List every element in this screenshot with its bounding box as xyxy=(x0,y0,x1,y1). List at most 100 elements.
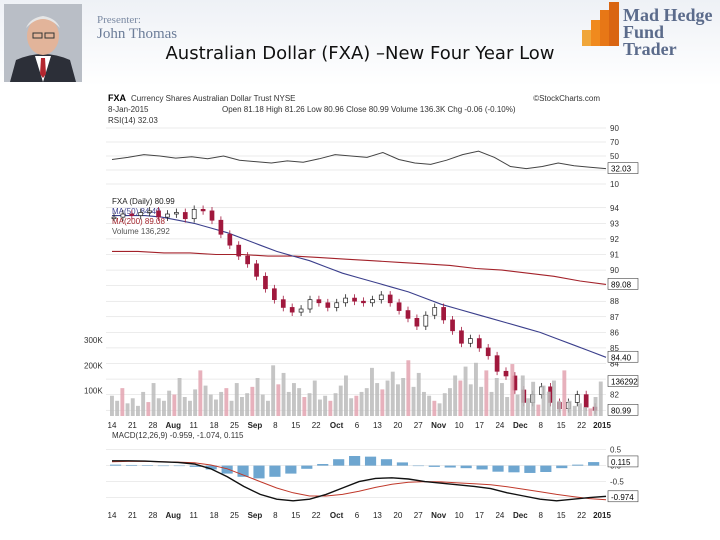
volume-bar xyxy=(453,375,458,416)
x-axis-label: 8 xyxy=(539,421,544,430)
volume-bar xyxy=(505,397,510,416)
chart-background xyxy=(106,88,636,524)
volume-bar xyxy=(224,388,229,416)
rsi-tick-label: 10 xyxy=(610,180,619,189)
macd-tag-line-box xyxy=(607,490,639,503)
macd-histogram-bar xyxy=(476,465,488,470)
presenter-name: John Thomas xyxy=(97,26,178,42)
price-candle xyxy=(298,308,304,313)
x-axis-label: 21 xyxy=(128,421,137,430)
volume-bar xyxy=(214,399,218,416)
macd-x-axis-label: 22 xyxy=(577,511,586,520)
chart-date: 8-Jan-2015 xyxy=(108,105,149,114)
macd-histogram-bar xyxy=(125,464,138,466)
price-candle xyxy=(209,210,215,221)
price-tick-label: 87 xyxy=(610,313,619,322)
volume-bar xyxy=(583,407,588,416)
brand-name: Mad Hedge Fund Trader xyxy=(623,6,720,58)
volume-bar xyxy=(338,385,343,416)
volume-last-tag-box xyxy=(607,375,639,387)
volume-bar xyxy=(494,378,499,416)
price-candle xyxy=(405,310,411,319)
volume-bar xyxy=(198,370,203,416)
volume-bar xyxy=(552,380,556,416)
macd-histogram-bar xyxy=(540,465,552,472)
x-axis-label: 13 xyxy=(373,421,382,430)
volume-bar xyxy=(541,385,546,416)
price-candle xyxy=(361,300,366,304)
macd-x-axis-label: 22 xyxy=(312,511,321,520)
macd-x-axis-label: 11 xyxy=(190,511,199,520)
volume-panel: 300K 200K 100K 136292 14 21 28 Aug 11 18 25 Sep 8 15 2… xyxy=(84,336,639,430)
chart-header-left: Currency Shares Australian Dollar Trust … xyxy=(131,94,296,103)
x-axis-label: 15 xyxy=(291,421,300,430)
slide-title: Australian Dollar (FXA) –New Four Year L… xyxy=(165,43,555,64)
price-candle xyxy=(138,212,144,216)
macd-histogram-bar xyxy=(301,465,313,469)
rsi-tick-label: 90 xyxy=(610,124,619,133)
volume-bar xyxy=(380,389,385,416)
macd-histogram-bar xyxy=(269,465,281,477)
volume-bar xyxy=(182,397,187,416)
macd-histogram-bar xyxy=(572,464,584,466)
volume-bar xyxy=(385,380,390,416)
macd-x-axis-label: 18 xyxy=(210,511,219,520)
volume-bar xyxy=(188,400,192,416)
x-axis-label: 22 xyxy=(577,421,586,430)
volume-bar xyxy=(557,400,562,416)
chart-area: FXA Currency Shares Australian Dollar Tr… xyxy=(82,88,718,524)
legend-price: FXA (Daily) 80.99 xyxy=(112,197,175,206)
volume-bar xyxy=(442,393,447,416)
volume-bar xyxy=(110,395,114,416)
macd-histogram-bar xyxy=(189,465,201,467)
volume-bar xyxy=(208,394,213,416)
x-axis-label: Oct xyxy=(330,421,344,430)
price-candle xyxy=(396,302,402,311)
volume-bar xyxy=(468,384,473,416)
legend-volume: Volume 136,292 xyxy=(112,227,170,236)
macd-x-axis-label: Oct xyxy=(330,511,344,520)
price-candle xyxy=(111,216,117,219)
macd-histogram-bar xyxy=(333,459,345,466)
volume-bar xyxy=(567,400,572,416)
x-axis-label: 22 xyxy=(312,421,321,430)
volume-bar xyxy=(370,367,374,416)
x-axis-label: 25 xyxy=(230,421,239,430)
price-candle xyxy=(280,299,286,308)
price-candle xyxy=(325,302,331,308)
x-axis-label: 24 xyxy=(495,421,504,430)
rsi-last-tag: 32.03 xyxy=(611,165,632,174)
volume-bar xyxy=(266,400,270,416)
macd-x-axis-label: 21 xyxy=(128,511,137,520)
volume-bar xyxy=(162,400,166,416)
macd-x-axis-label: 28 xyxy=(148,511,157,520)
macd-histogram-bar xyxy=(460,465,472,469)
volume-bar xyxy=(177,378,182,416)
price-candle xyxy=(476,338,482,349)
ma200-line xyxy=(112,250,607,285)
price-candle xyxy=(334,302,340,308)
volume-bar xyxy=(333,393,338,416)
brand-logo-icon xyxy=(582,2,619,46)
chart-ticker: FXA xyxy=(108,93,127,103)
macd-x-axis-label: 14 xyxy=(108,511,117,520)
volume-bar xyxy=(432,400,437,416)
volume-bar xyxy=(401,378,406,416)
price-candle xyxy=(370,299,375,304)
macd-x-axis-label: 24 xyxy=(495,511,504,520)
price-candle xyxy=(227,233,233,246)
volume-bar xyxy=(203,385,208,416)
macd-line xyxy=(112,460,607,502)
volume-bar xyxy=(219,391,224,416)
volume-bar xyxy=(416,372,421,416)
volume-bar xyxy=(458,380,463,416)
price-candle xyxy=(156,210,161,218)
volume-bar xyxy=(375,383,380,416)
macd-signal-line xyxy=(111,460,607,501)
volume-tick-label: 100K xyxy=(84,387,103,396)
price-panel: 9493929190898887868584838281FXA (Daily) … xyxy=(106,197,639,416)
volume-bar xyxy=(526,398,530,416)
volume-bar xyxy=(125,403,130,416)
price-tick-label: 93 xyxy=(610,219,619,228)
volume-bar xyxy=(250,386,255,416)
